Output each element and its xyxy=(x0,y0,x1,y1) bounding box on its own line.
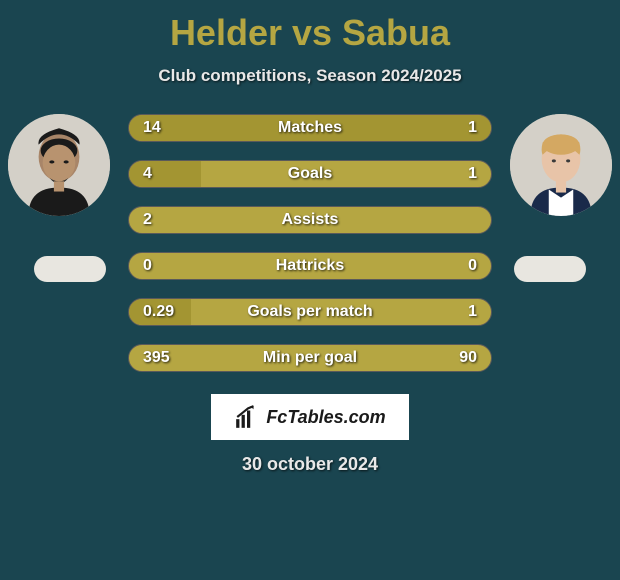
stat-bar: 4Goals1 xyxy=(128,160,492,188)
stat-value-right: 1 xyxy=(468,115,477,141)
stat-label: Min per goal xyxy=(129,345,491,371)
stat-value-right: 1 xyxy=(468,161,477,187)
club-badge-left xyxy=(34,256,106,282)
stat-bar: 0.29Goals per match1 xyxy=(128,298,492,326)
fctables-logo-icon xyxy=(234,404,260,430)
fctables-badge: FcTables.com xyxy=(211,394,409,440)
comparison-date: 30 october 2024 xyxy=(0,454,620,475)
player-left-avatar xyxy=(8,114,110,216)
comparison-subtitle: Club competitions, Season 2024/2025 xyxy=(0,66,620,86)
player-right-avatar xyxy=(510,114,612,216)
stat-bar: 395Min per goal90 xyxy=(128,344,492,372)
stat-bar: 0Hattricks0 xyxy=(128,252,492,280)
comparison-title: Helder vs Sabua xyxy=(0,0,620,54)
stat-label: Assists xyxy=(129,207,491,233)
stats-bars-container: 14Matches1 4Goals1 2Assists 0Hattricks0 0.29… xyxy=(128,114,492,390)
stat-value-right: 0 xyxy=(468,253,477,279)
avatar-left-icon xyxy=(8,114,110,216)
stat-label: Goals xyxy=(129,161,491,187)
stat-bar: 2Assists xyxy=(128,206,492,234)
avatar-right-icon xyxy=(510,114,612,216)
stat-bar: 14Matches1 xyxy=(128,114,492,142)
stat-label: Goals per match xyxy=(129,299,491,325)
stat-value-right: 1 xyxy=(468,299,477,325)
club-badge-right xyxy=(514,256,586,282)
stat-label: Hattricks xyxy=(129,253,491,279)
stat-label: Matches xyxy=(129,115,491,141)
fctables-label: FcTables.com xyxy=(266,407,385,428)
stat-value-right: 90 xyxy=(459,345,477,371)
